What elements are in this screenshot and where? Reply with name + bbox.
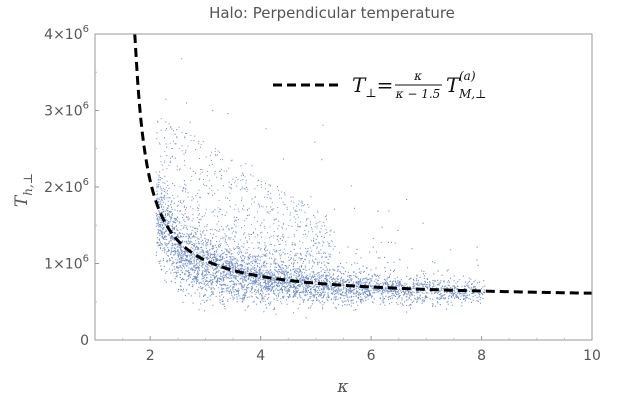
axes	[94, 33, 593, 341]
fit-curve-group	[133, 33, 593, 295]
svg-text:Th,⊥: Th,⊥	[12, 173, 35, 207]
x-axis-label: κ	[336, 377, 348, 397]
y-tick-label: 3×106	[44, 101, 89, 120]
y-tick-label: 4×106	[44, 24, 89, 43]
legend-frac-den: κ − 1.5	[395, 87, 441, 101]
x-tick-label: 4	[256, 348, 265, 364]
plot-frame	[94, 33, 593, 341]
svg-text:T⊥=: T⊥=	[352, 73, 393, 100]
legend-lhs-main: T	[352, 73, 367, 97]
y-tick-label: 0	[80, 333, 89, 349]
x-tick-label: 8	[477, 348, 486, 364]
x-tick-label: 10	[583, 348, 601, 364]
y-tick-label: 1×106	[44, 254, 89, 273]
y-axis-label-main: T	[12, 194, 32, 207]
y-axis-label-sub: h,⊥	[21, 173, 35, 196]
y-axis-label: Th,⊥	[12, 173, 35, 207]
y-axis-ticks: 0 1×106 2×106 3×106 4×106	[44, 24, 99, 349]
legend-equals: =	[377, 73, 394, 97]
fit-curve	[133, 33, 593, 295]
legend-rhs-sup: (a)	[459, 69, 476, 83]
x-tick-label: 6	[367, 348, 376, 364]
x-axis-ticks: 2 4 6 8 10	[122, 336, 601, 364]
x-tick-label: 2	[146, 348, 155, 364]
legend-lhs-sub: ⊥	[365, 86, 376, 100]
legend-rhs-sub: M,⊥	[458, 87, 486, 101]
legend-rhs-main: T	[446, 73, 461, 97]
chart-title: Halo: Perpendicular temperature	[209, 4, 455, 22]
legend: T⊥= κ κ − 1.5 T (a) M,⊥	[273, 69, 486, 101]
scatter-points	[155, 58, 486, 319]
legend-frac-num: κ	[413, 69, 422, 83]
y-tick-label: 2×106	[44, 177, 89, 196]
scatter-point-cloud	[155, 58, 486, 319]
